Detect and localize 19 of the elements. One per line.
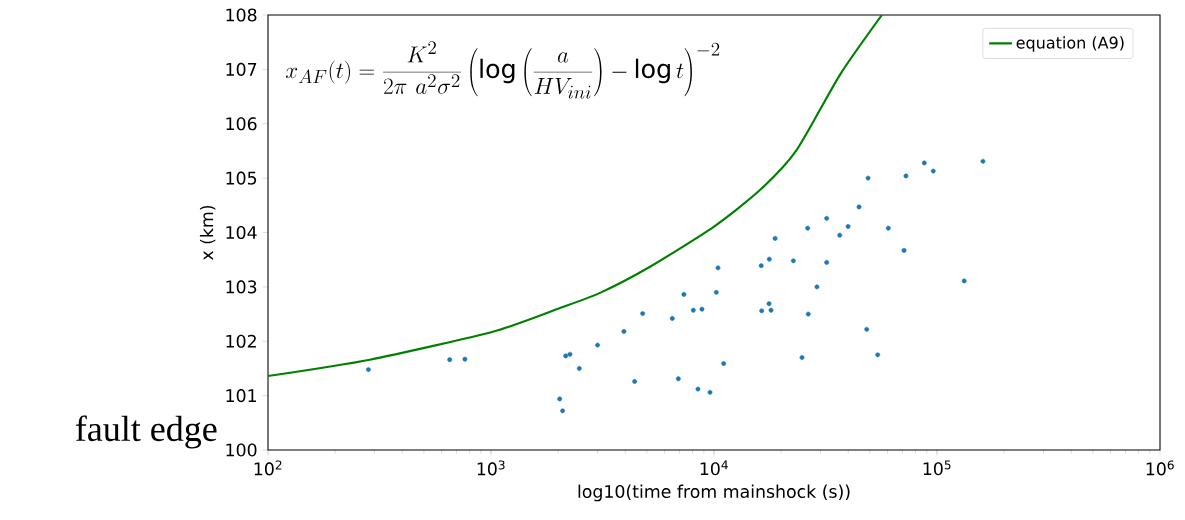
y-axis-title: x (km)	[199, 205, 216, 261]
x-tick-label: 10$^{4}$	[700, 460, 728, 476]
y-tick-label: 102	[226, 334, 256, 348]
x-axis-title: log10(time from mainshock (s))	[578, 484, 850, 502]
y-tick-label: 105	[226, 171, 257, 185]
y-tick-label: 107	[226, 62, 257, 76]
annotation: $x_{AF}(t)=\frac{K^2}{2\pi\ a^2\sigma^2}\left(\log\left(\frac{a}{HV_{ini}}\right)-\log t\right)^{-2}$	[285, 41, 720, 99]
y-tick-label: 108	[226, 8, 257, 22]
y-tick-label: 103	[226, 280, 257, 294]
legend-label: equation (A9)	[1016, 36, 1124, 52]
y-tick-label: 106	[226, 117, 257, 131]
y-tick-label: 100	[226, 443, 257, 457]
x-tick-label: 10$^{6}$	[1146, 460, 1174, 476]
y-tick-label: 104	[226, 225, 257, 240]
x-tick-label: 10$^{3}$	[477, 460, 505, 476]
y-tick-label: 101	[226, 389, 257, 403]
x-tick-label: 10$^{5}$	[923, 460, 951, 476]
x-tick-label: 10$^{2}$	[254, 460, 282, 476]
text: fault edge	[75, 415, 217, 449]
